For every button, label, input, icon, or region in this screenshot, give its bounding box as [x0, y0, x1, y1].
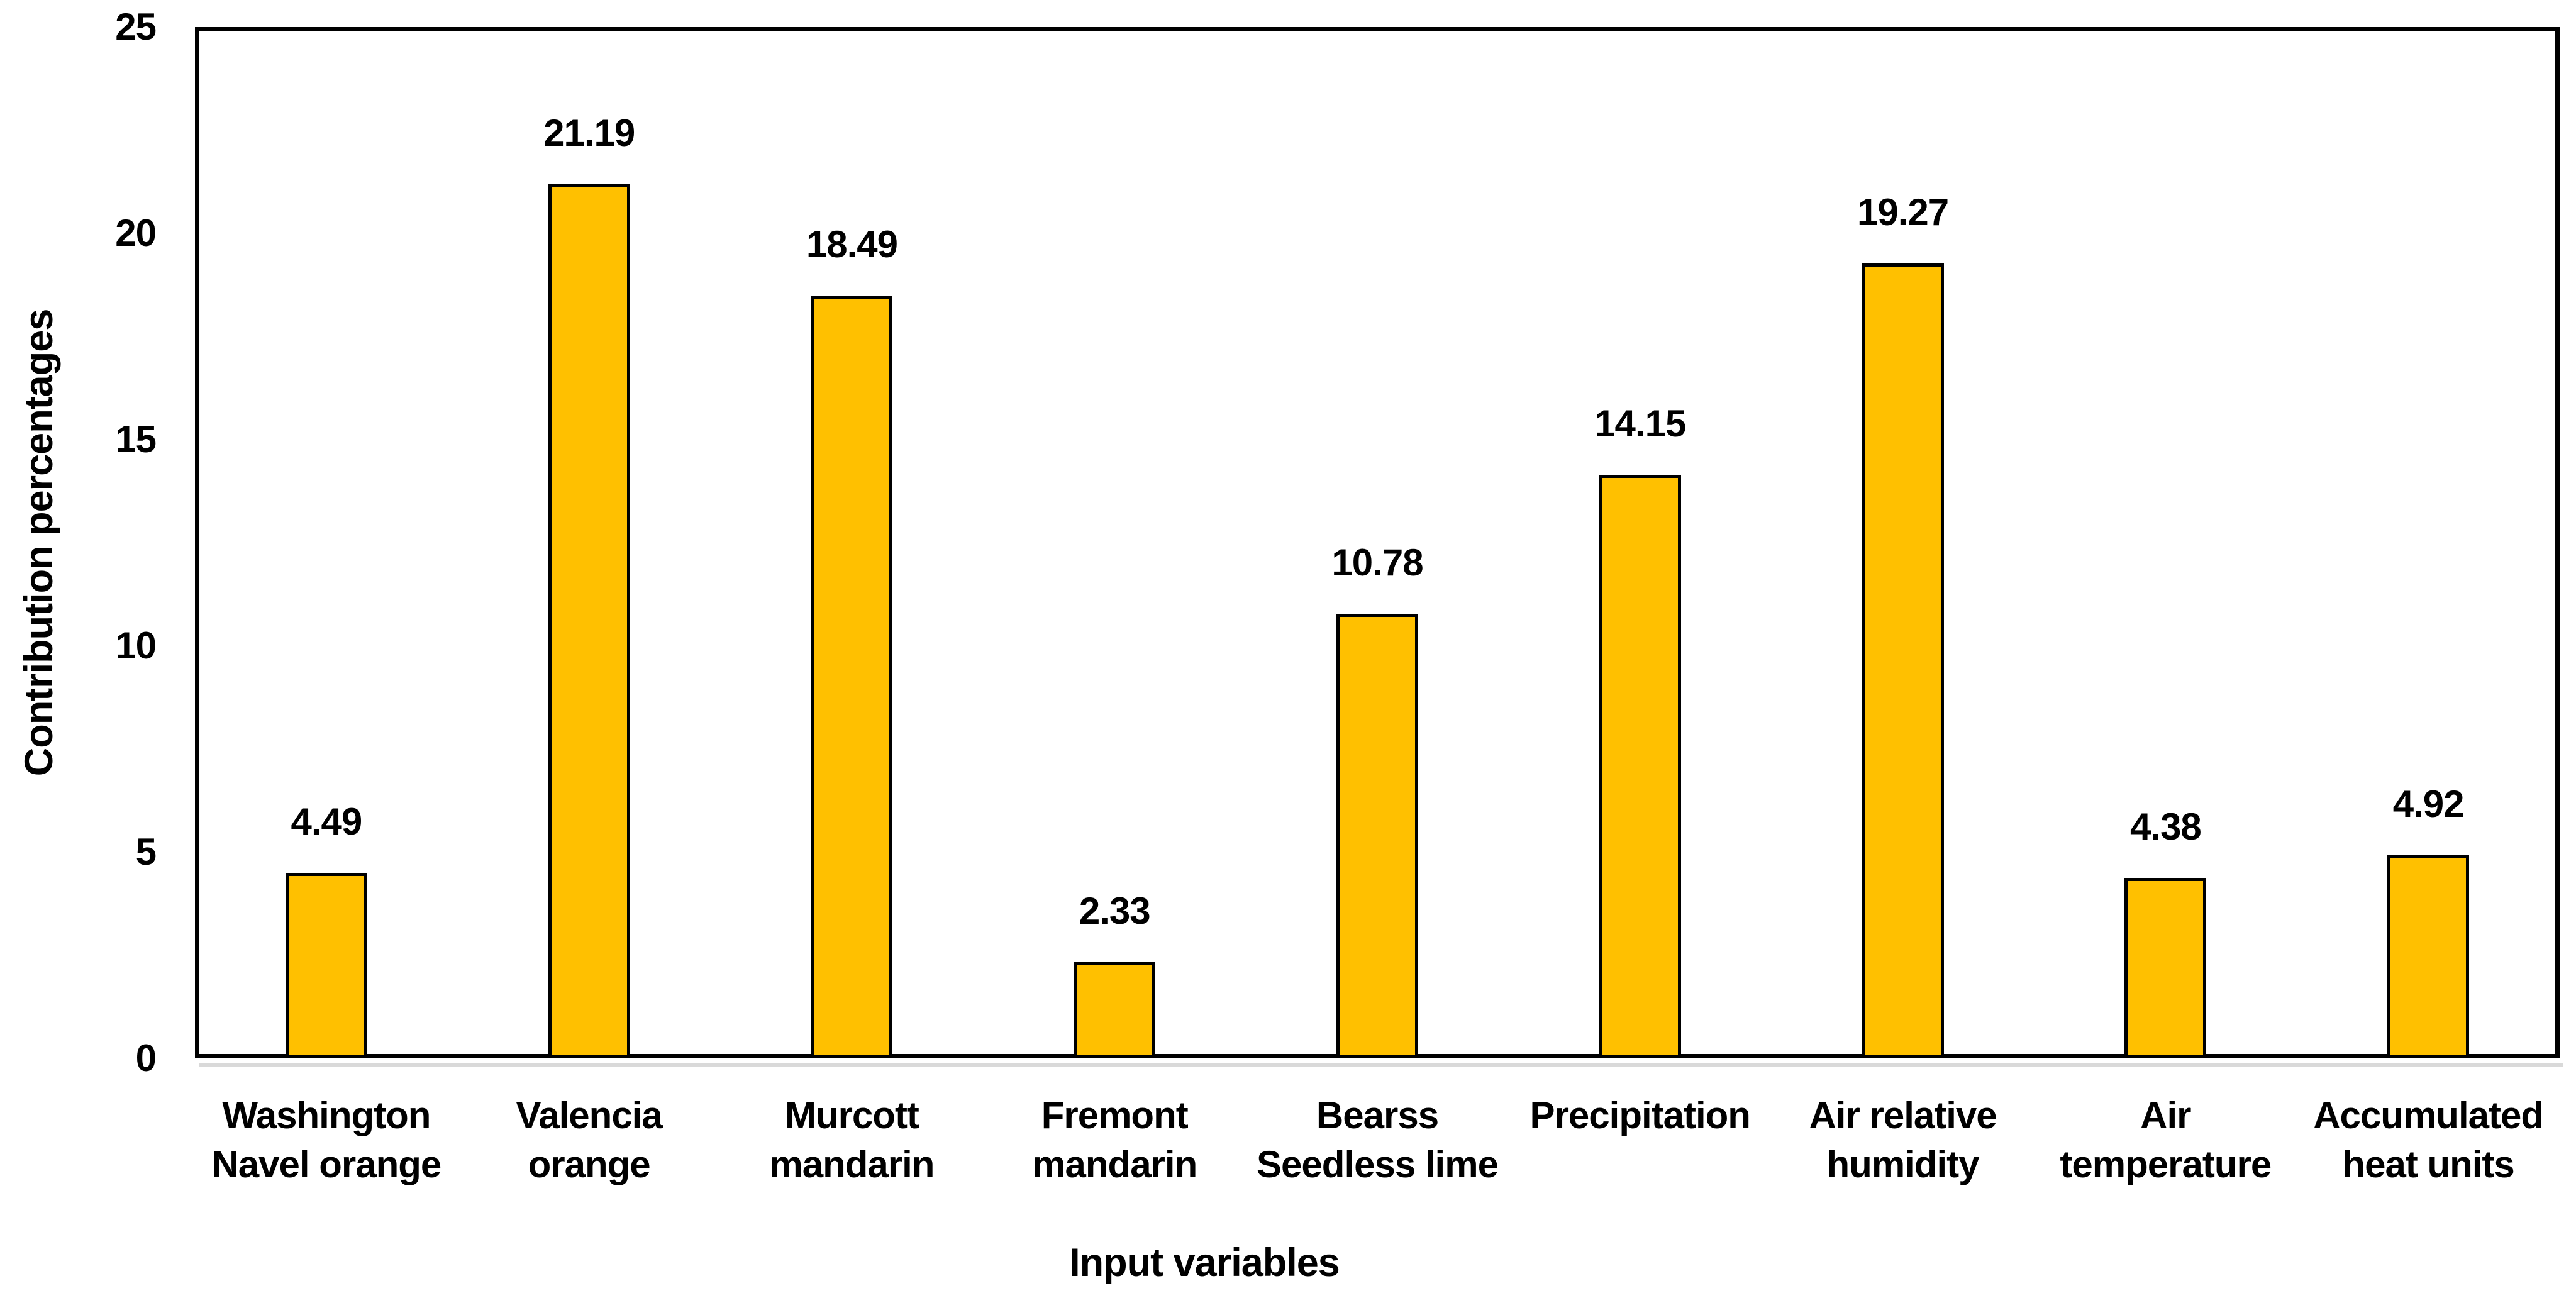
bar [1336, 613, 1418, 1058]
x-category-label-line: Air [2140, 1094, 2191, 1136]
x-category-label: Washington Navel orange [195, 1091, 458, 1189]
bar-value-label: 4.38 [2129, 805, 2202, 848]
bar-value-label: 2.33 [1079, 890, 1151, 933]
x-category-label-line: mandarin [769, 1143, 935, 1185]
x-category-label-line: Washington [222, 1094, 431, 1136]
y-tick-label: 15 [115, 418, 157, 460]
x-category-label-line: humidity [1826, 1143, 1980, 1185]
x-axis-title: Input variables [1069, 1241, 1340, 1285]
y-tick-label: 5 [135, 831, 157, 873]
bar [1074, 962, 1156, 1058]
bar [2387, 855, 2470, 1058]
x-category-label: Murcott mandarin [721, 1091, 984, 1189]
x-category-label: Precipitation [1509, 1091, 1772, 1140]
bar [811, 296, 893, 1058]
x-category-label-line: orange [528, 1143, 651, 1185]
bar-value-label: 19.27 [1857, 191, 1949, 233]
bar-value-label: 18.49 [806, 223, 898, 266]
x-category-label-line: Accumulated [2313, 1094, 2544, 1136]
y-tick-label: 25 [115, 6, 157, 48]
x-category-label-line: Murcott [784, 1094, 919, 1136]
x-category-label-line: Bearss [1316, 1094, 1439, 1136]
bar [2124, 877, 2207, 1058]
y-tick-label: 10 [115, 624, 157, 667]
x-category-label-line: temperature [2060, 1143, 2272, 1185]
bar-value-label: 14.15 [1594, 402, 1686, 445]
x-category-label: Air relative humidity [1772, 1091, 2035, 1189]
y-tick-label: 20 [115, 212, 157, 254]
bar [548, 184, 630, 1058]
x-category-label-line: Fremont [1041, 1094, 1189, 1136]
bar-value-label: 10.78 [1331, 541, 1423, 584]
bar [1862, 263, 1944, 1058]
x-category-label-line: Seedless lime [1257, 1143, 1499, 1185]
x-category-label-line: Navel orange [211, 1143, 441, 1185]
x-category-label: Accumulated heat units [2297, 1091, 2560, 1189]
bar [1599, 474, 1681, 1058]
x-category-label-line: Valencia [516, 1094, 663, 1136]
x-category-label: Bearss Seedless lime [1246, 1091, 1509, 1189]
x-axis-shadow-line [199, 1063, 2563, 1067]
x-category-label-line: mandarin [1032, 1143, 1197, 1185]
y-axis-title: Contribution percentages [17, 309, 61, 777]
bar-value-label: 4.49 [291, 801, 362, 843]
bar-value-label: 21.19 [543, 111, 635, 154]
y-tick-label: 0 [135, 1037, 157, 1079]
x-category-label-line: Air relative [1809, 1094, 1997, 1136]
x-category-label: Air temperature [2034, 1091, 2297, 1189]
x-category-label: Valencia orange [458, 1091, 721, 1189]
bar [285, 873, 367, 1058]
x-category-label: Fremont mandarin [983, 1091, 1246, 1189]
x-category-label-line: heat units [2342, 1143, 2514, 1185]
x-category-label-line: Precipitation [1530, 1094, 1751, 1136]
bar-value-label: 4.92 [2392, 783, 2465, 826]
